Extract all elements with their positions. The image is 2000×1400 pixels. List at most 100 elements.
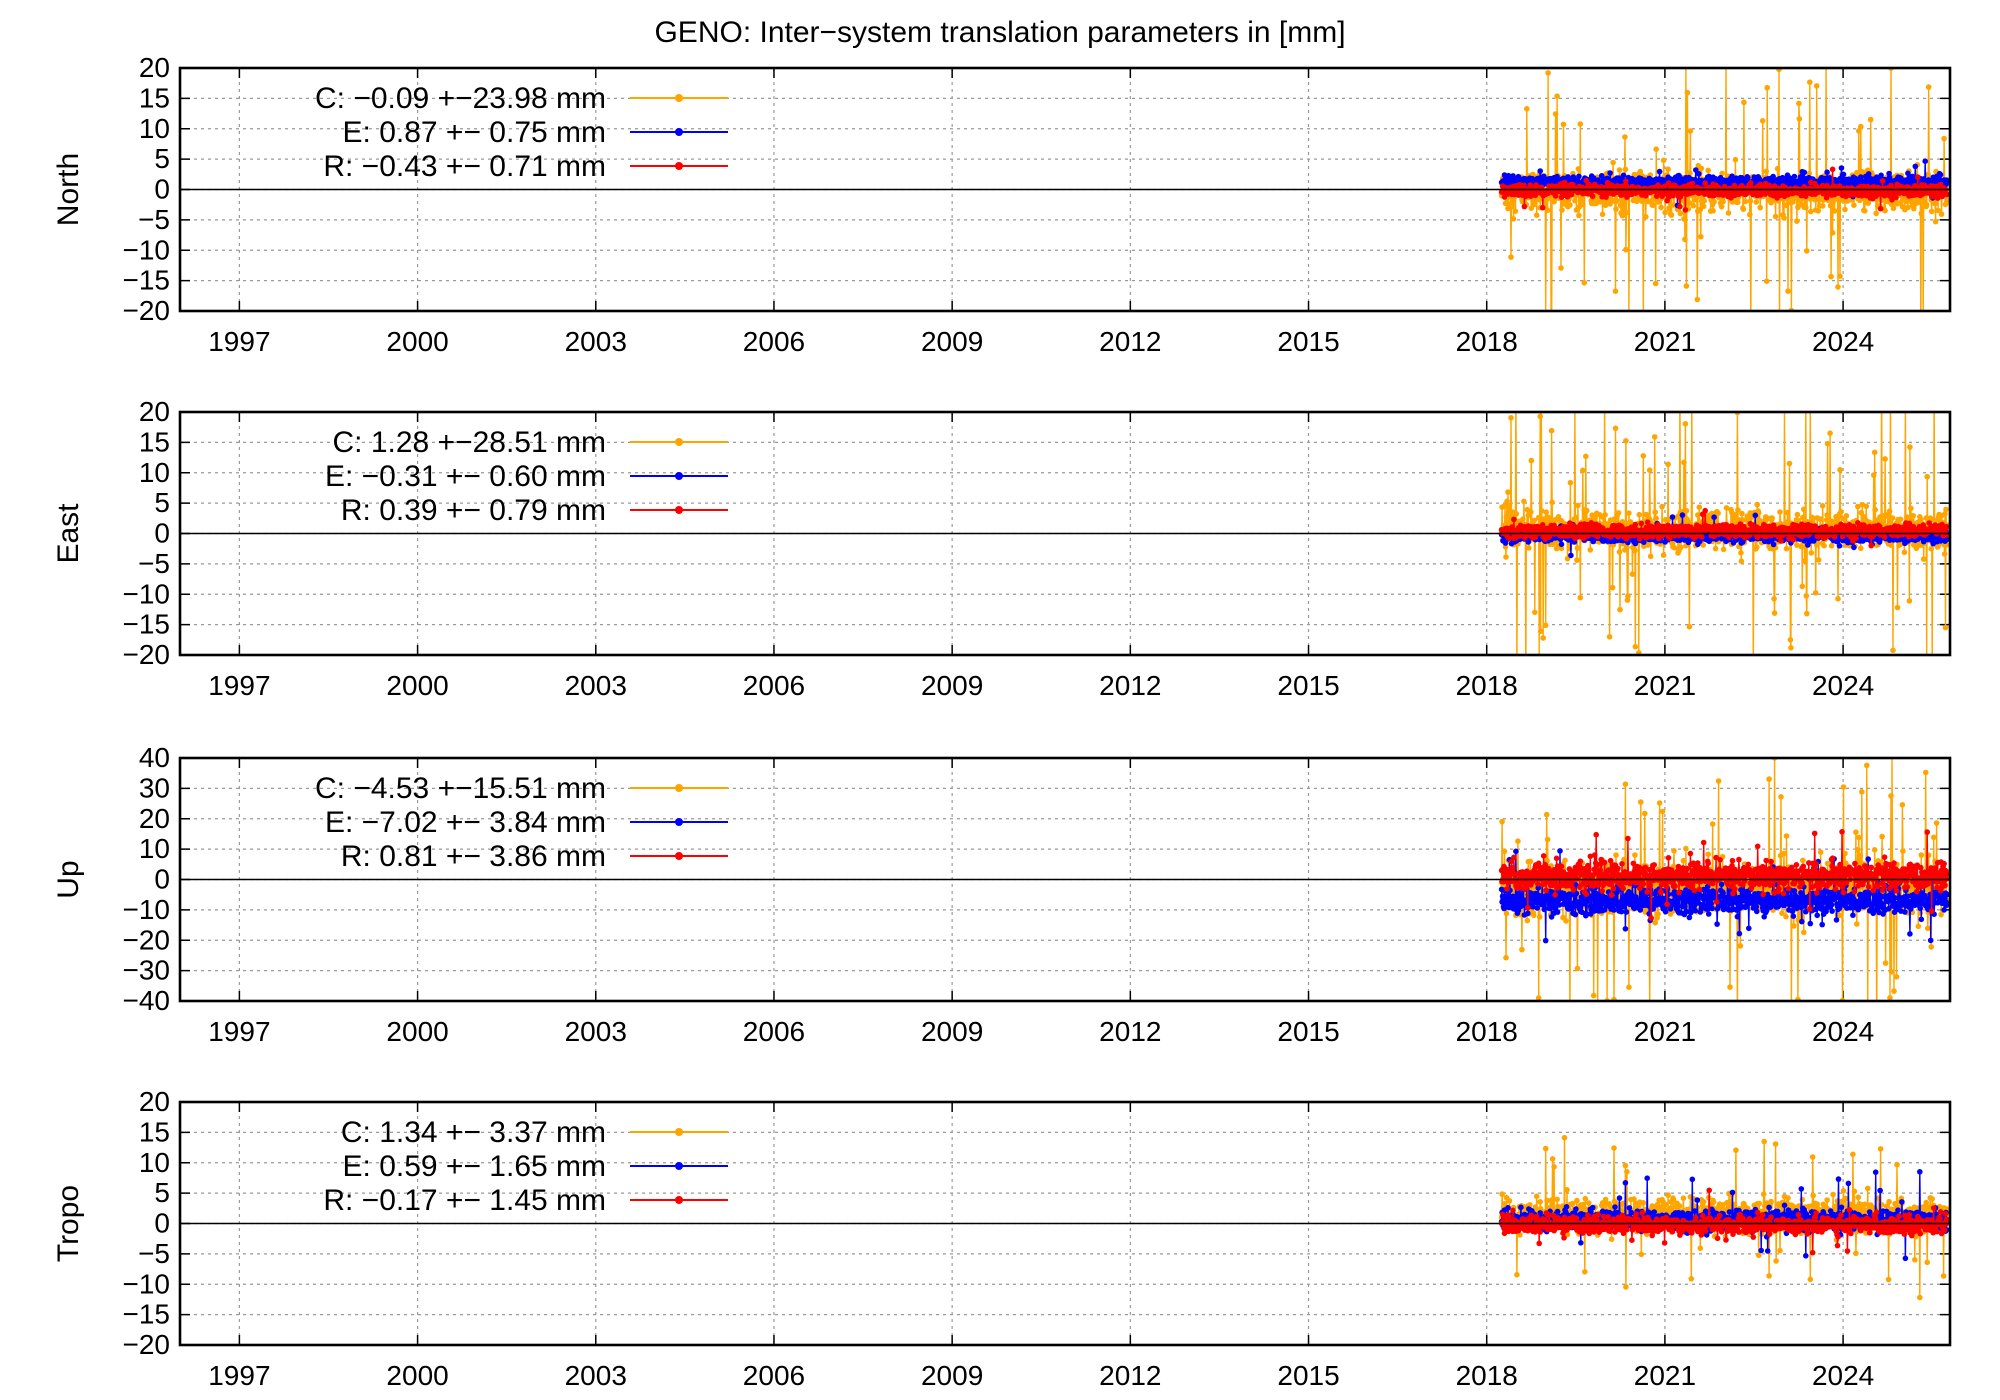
x-tick-label: 2024 xyxy=(1812,670,1874,701)
data-point-C xyxy=(1769,515,1775,521)
data-point-C xyxy=(1747,211,1753,218)
legend-entry-C: C: −0.09 +−23.98 mm xyxy=(315,82,606,115)
data-point-C xyxy=(1828,273,1834,280)
x-tick-label: 2021 xyxy=(1634,670,1696,701)
data-point-C xyxy=(1732,512,1739,518)
data-point-C xyxy=(1583,453,1589,460)
data-point-E xyxy=(1558,541,1565,548)
data-point-C xyxy=(1558,545,1565,552)
x-tick-label: 2009 xyxy=(921,326,983,357)
data-point-C xyxy=(1612,288,1619,295)
data-point-C xyxy=(1754,501,1760,508)
data-point-C xyxy=(1520,516,1526,522)
data-point-C xyxy=(1623,209,1630,216)
data-point-C xyxy=(1829,230,1836,236)
data-point-C xyxy=(1751,671,1757,677)
data-point-R xyxy=(1589,193,1596,200)
data-point-C xyxy=(1747,198,1754,204)
data-point-E xyxy=(1641,539,1647,545)
y-tick-label: 10 xyxy=(139,113,170,144)
data-point-C xyxy=(1923,515,1929,521)
x-tick-label: 2018 xyxy=(1456,670,1518,701)
data-point-C xyxy=(1616,549,1623,555)
data-point-C xyxy=(1756,517,1763,524)
data-point-C xyxy=(1580,467,1586,474)
data-point-C xyxy=(1683,507,1690,514)
data-point-C xyxy=(1549,499,1555,506)
data-point-C xyxy=(1858,545,1864,552)
data-point-C xyxy=(1754,544,1760,550)
data-point-C xyxy=(1929,661,1935,667)
data-point-C xyxy=(1602,391,1608,397)
data-point-C xyxy=(1682,421,1689,427)
data-point-R xyxy=(1638,520,1645,527)
x-tick-label: 2012 xyxy=(1099,670,1161,701)
data-point-C xyxy=(1610,159,1616,166)
data-point-C xyxy=(1537,413,1543,420)
x-tick-label: 2012 xyxy=(1099,326,1161,357)
data-point-C xyxy=(1510,216,1517,222)
legend-marker-R xyxy=(675,162,683,170)
x-tick-label: 2000 xyxy=(386,670,448,701)
data-point-R xyxy=(1539,522,1546,528)
data-point-C xyxy=(1772,213,1779,220)
data-point-C xyxy=(1842,206,1848,213)
data-point-C xyxy=(1681,216,1687,222)
data-point-C xyxy=(1643,511,1650,518)
data-point-C xyxy=(1924,473,1930,480)
data-point-R xyxy=(1757,181,1763,188)
y-axis-label: North xyxy=(52,153,85,226)
data-point-C xyxy=(1542,622,1549,629)
data-point-C xyxy=(1764,84,1770,91)
data-point-C xyxy=(1686,623,1693,630)
data-point-E xyxy=(1696,171,1702,177)
data-point-C xyxy=(1689,397,1695,403)
data-point-E xyxy=(1840,171,1847,178)
data-point-C xyxy=(1890,205,1897,212)
data-point-C xyxy=(1890,647,1896,654)
data-point-E xyxy=(1851,544,1857,551)
data-point-E xyxy=(1576,173,1582,180)
data-point-C xyxy=(1944,197,1950,204)
data-point-C xyxy=(1705,167,1711,174)
data-point-R xyxy=(1879,178,1886,184)
data-point-C xyxy=(1538,375,1544,381)
data-point-C xyxy=(1808,397,1814,403)
data-point-C xyxy=(1831,208,1838,214)
data-point-C xyxy=(1646,467,1653,474)
data-point-R xyxy=(1539,204,1546,211)
data-point-E xyxy=(1937,171,1944,178)
data-point-C xyxy=(1581,280,1588,286)
data-point-C xyxy=(1815,557,1822,563)
data-point-C xyxy=(1787,637,1794,643)
data-point-R xyxy=(1506,535,1512,541)
data-point-C xyxy=(1854,169,1860,176)
data-point-C xyxy=(1757,204,1763,211)
data-point-C xyxy=(1636,511,1643,518)
data-point-C xyxy=(1803,204,1809,211)
data-point-C xyxy=(1695,512,1701,518)
data-point-C xyxy=(1748,334,1754,340)
data-point-C xyxy=(1824,512,1830,518)
data-point-E xyxy=(1922,158,1928,164)
data-point-C xyxy=(1858,123,1864,130)
data-point-C xyxy=(1835,595,1841,602)
data-point-R xyxy=(1623,178,1629,185)
data-point-C xyxy=(1548,427,1555,434)
data-point-C xyxy=(1626,510,1632,516)
data-point-C xyxy=(1740,206,1747,212)
data-point-C xyxy=(1871,449,1878,456)
data-point-C xyxy=(1687,128,1694,134)
data-point-C xyxy=(1666,206,1673,212)
data-point-C xyxy=(1574,557,1580,563)
data-point-C xyxy=(1860,169,1867,176)
data-point-C xyxy=(1774,165,1781,172)
data-point-C xyxy=(1512,208,1519,214)
data-point-C xyxy=(1524,106,1530,112)
data-point-C xyxy=(1928,545,1934,552)
data-point-C xyxy=(1798,543,1805,550)
data-point-C xyxy=(1763,278,1770,285)
y-tick-label: 0 xyxy=(154,174,170,205)
data-point-C xyxy=(1794,218,1800,224)
